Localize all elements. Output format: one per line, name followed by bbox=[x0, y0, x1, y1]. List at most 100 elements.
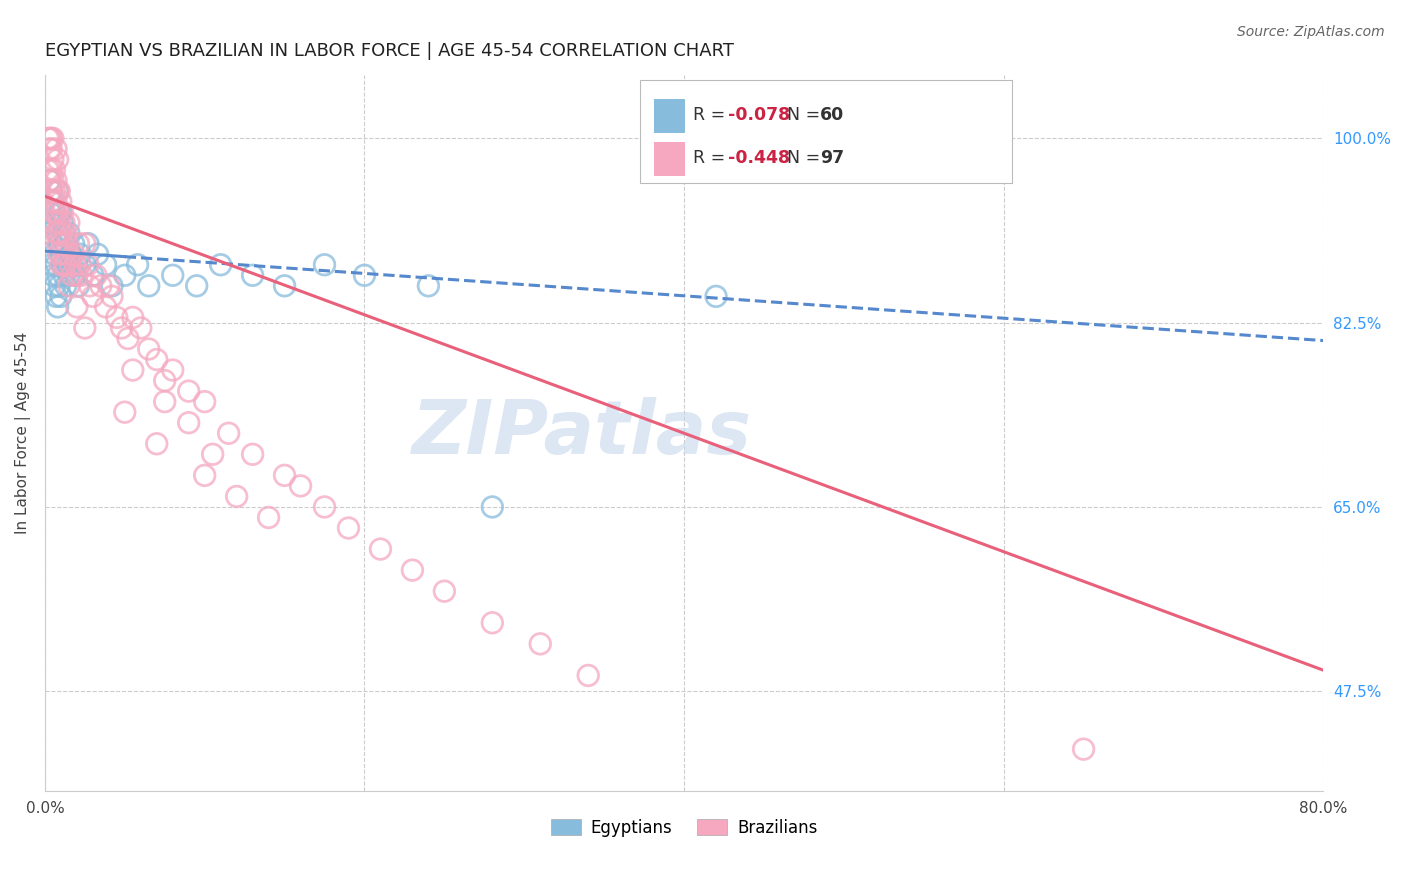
Point bbox=[39, 184, 62, 198]
Point bbox=[55, 236, 77, 251]
Point bbox=[273, 278, 295, 293]
Point bbox=[69, 247, 91, 261]
Point bbox=[65, 258, 87, 272]
Point bbox=[82, 268, 104, 283]
Point bbox=[153, 374, 176, 388]
Point bbox=[58, 268, 80, 283]
Point bbox=[94, 258, 117, 272]
Point bbox=[46, 268, 69, 283]
Text: R =: R = bbox=[693, 149, 731, 167]
Point bbox=[62, 236, 84, 251]
Point bbox=[84, 268, 107, 283]
Point bbox=[145, 352, 167, 367]
Point bbox=[273, 468, 295, 483]
Point bbox=[49, 289, 72, 303]
Point bbox=[37, 226, 59, 240]
Text: N =: N = bbox=[787, 106, 827, 124]
Point bbox=[48, 278, 70, 293]
Point bbox=[114, 268, 136, 283]
Point bbox=[105, 310, 128, 325]
Point bbox=[42, 153, 65, 167]
Point bbox=[44, 205, 66, 219]
Y-axis label: In Labor Force | Age 45-54: In Labor Force | Age 45-54 bbox=[15, 332, 31, 534]
Text: 60: 60 bbox=[820, 106, 844, 124]
Text: EGYPTIAN VS BRAZILIAN IN LABOR FORCE | AGE 45-54 CORRELATION CHART: EGYPTIAN VS BRAZILIAN IN LABOR FORCE | A… bbox=[45, 42, 734, 60]
Point bbox=[60, 268, 83, 283]
Point bbox=[38, 205, 60, 219]
Point bbox=[49, 226, 72, 240]
Point bbox=[290, 479, 312, 493]
Point bbox=[45, 142, 67, 156]
Point bbox=[37, 163, 59, 178]
Point bbox=[46, 226, 69, 240]
Point bbox=[45, 216, 67, 230]
Point bbox=[82, 289, 104, 303]
Point bbox=[49, 205, 72, 219]
Point bbox=[51, 236, 73, 251]
Text: 97: 97 bbox=[820, 149, 844, 167]
Point bbox=[66, 300, 89, 314]
Point bbox=[53, 226, 76, 240]
Point bbox=[58, 247, 80, 261]
Point bbox=[94, 300, 117, 314]
Point bbox=[48, 247, 70, 261]
Point bbox=[46, 184, 69, 198]
Point bbox=[46, 153, 69, 167]
Point bbox=[529, 637, 551, 651]
Point bbox=[49, 258, 72, 272]
Point bbox=[337, 521, 360, 535]
Point bbox=[45, 258, 67, 272]
Point bbox=[44, 163, 66, 178]
Point bbox=[60, 258, 83, 272]
Point bbox=[44, 184, 66, 198]
Point bbox=[110, 321, 132, 335]
Point bbox=[39, 184, 62, 198]
Text: -0.448: -0.448 bbox=[728, 149, 790, 167]
Point bbox=[42, 236, 65, 251]
Point bbox=[73, 236, 96, 251]
Point bbox=[59, 258, 82, 272]
Point bbox=[481, 500, 503, 514]
Point bbox=[46, 205, 69, 219]
Point bbox=[46, 184, 69, 198]
Point bbox=[129, 321, 152, 335]
Point bbox=[39, 142, 62, 156]
Point bbox=[39, 194, 62, 209]
Point bbox=[44, 278, 66, 293]
Point bbox=[121, 363, 143, 377]
Legend: Egyptians, Brazilians: Egyptians, Brazilians bbox=[544, 813, 824, 844]
Point bbox=[46, 236, 69, 251]
Text: R =: R = bbox=[693, 106, 731, 124]
Point bbox=[121, 310, 143, 325]
Point bbox=[48, 216, 70, 230]
Point bbox=[37, 131, 59, 145]
Point bbox=[1073, 742, 1095, 756]
Point bbox=[53, 258, 76, 272]
Point bbox=[73, 321, 96, 335]
Point bbox=[177, 384, 200, 398]
Point bbox=[65, 268, 87, 283]
Point bbox=[62, 247, 84, 261]
Point bbox=[370, 542, 392, 557]
Point bbox=[257, 510, 280, 524]
Point bbox=[39, 258, 62, 272]
Point bbox=[53, 247, 76, 261]
Point bbox=[53, 216, 76, 230]
Point bbox=[77, 258, 100, 272]
Point bbox=[48, 205, 70, 219]
Point bbox=[194, 394, 217, 409]
Point bbox=[58, 216, 80, 230]
Point bbox=[38, 173, 60, 187]
Point bbox=[58, 226, 80, 240]
Point bbox=[45, 173, 67, 187]
Point bbox=[79, 278, 101, 293]
Point bbox=[101, 278, 124, 293]
Point bbox=[153, 394, 176, 409]
Point bbox=[48, 236, 70, 251]
Point bbox=[86, 247, 108, 261]
Point bbox=[46, 226, 69, 240]
Point bbox=[45, 289, 67, 303]
Point bbox=[56, 258, 79, 272]
Point bbox=[42, 268, 65, 283]
Point bbox=[177, 416, 200, 430]
